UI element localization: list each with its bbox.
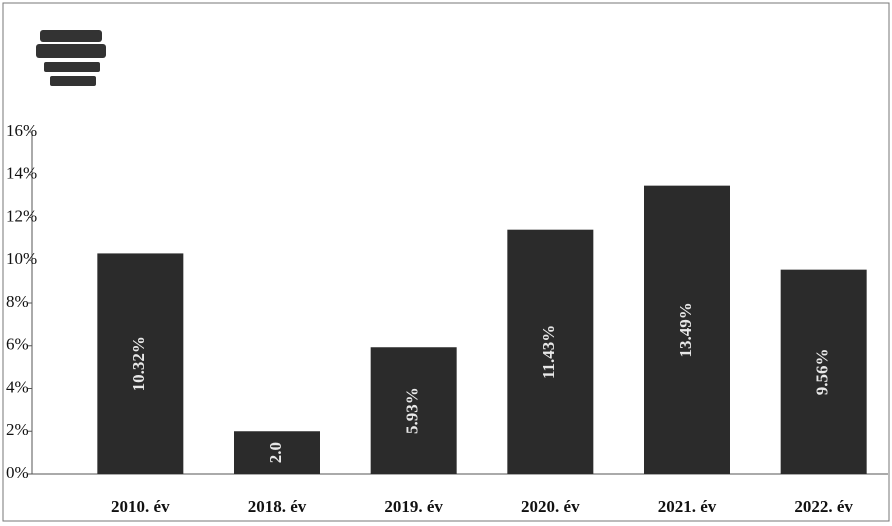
value-label: 10.32% [129,336,148,391]
x-tick-label: 2021. év [658,497,717,516]
bar [644,185,730,474]
y-tick-label: 6% [6,335,29,354]
y-tick-label: 10% [6,249,37,268]
y-tick-label: 14% [6,164,37,183]
x-tick-label: 2022. év [794,497,853,516]
x-tick-label: 2019. év [384,497,443,516]
bar [234,431,320,474]
bar [780,269,867,474]
logo [36,30,106,86]
value-label: 13.49% [676,302,695,357]
x-tick-label: 2020. év [521,497,580,516]
y-tick-label: 4% [6,377,29,396]
x-tick-label: 2018. év [248,497,307,516]
bar [507,229,594,474]
y-tick-label: 0% [6,463,29,482]
y-tick-label: 8% [6,292,29,311]
bar [370,347,457,474]
value-label: 2.0 [266,442,285,463]
bar [97,253,184,474]
value-label: 5.93% [403,387,422,434]
value-label: 9.56% [813,348,832,395]
x-tick-label: 2010. év [111,497,170,516]
y-tick-label: 2% [6,420,29,439]
y-tick-label: 16% [6,121,37,140]
y-tick-label: 12% [6,206,37,225]
value-label: 11.43% [539,325,558,379]
